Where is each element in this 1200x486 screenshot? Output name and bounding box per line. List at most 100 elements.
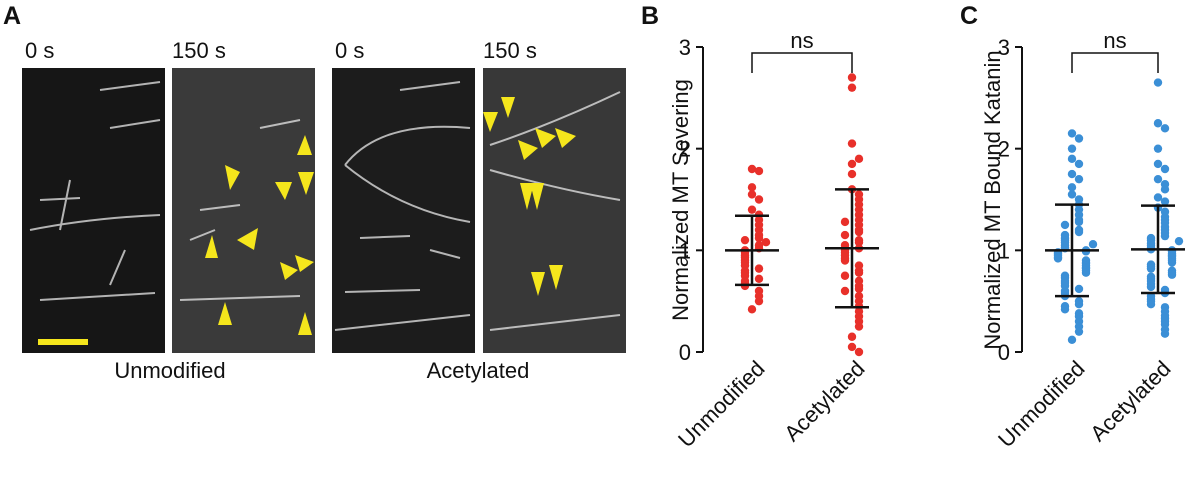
- data-point: [1160, 185, 1170, 194]
- y-tick-label: 1: [679, 238, 691, 263]
- data-point: [1153, 119, 1163, 128]
- data-point: [1067, 335, 1077, 344]
- data-point: [1067, 169, 1077, 179]
- data-point: [840, 286, 850, 296]
- data-point: [847, 342, 857, 352]
- data-point: [847, 332, 857, 341]
- time-label: 150 s: [483, 38, 537, 63]
- data-point: [1074, 174, 1084, 184]
- panel-label: B: [641, 2, 659, 30]
- data-point: [747, 183, 757, 192]
- significance-label: ns: [1103, 28, 1126, 53]
- time-label: 0 s: [335, 38, 364, 63]
- data-point: [1060, 305, 1070, 314]
- data-point: [1088, 240, 1098, 249]
- data-point: [754, 195, 764, 204]
- data-point: [1160, 231, 1170, 241]
- significance-bracket: [751, 52, 853, 73]
- data-point: [840, 256, 850, 265]
- micrograph: [332, 68, 475, 353]
- scale-bar: [38, 339, 88, 345]
- x-tick-label: Acetylated: [1085, 356, 1175, 446]
- data-point: [1153, 144, 1163, 153]
- x-tick-label: Acetylated: [779, 356, 869, 446]
- data-point: [1074, 327, 1084, 336]
- significance-bracket: [1071, 52, 1159, 73]
- data-point: [1160, 164, 1170, 174]
- data-point: [1074, 217, 1084, 227]
- data-point: [740, 235, 750, 245]
- condition-label: Acetylated: [427, 358, 530, 383]
- data-point: [761, 238, 771, 247]
- micrograph: [172, 68, 315, 353]
- data-point: [1067, 154, 1077, 164]
- data-point: [854, 322, 864, 331]
- data-point: [1067, 190, 1077, 199]
- data-point: [840, 217, 850, 227]
- y-tick-label: 1: [998, 238, 1010, 263]
- data-point: [847, 169, 857, 179]
- data-point: [747, 190, 757, 199]
- data-point: [854, 154, 864, 164]
- data-point: [754, 166, 764, 176]
- data-point: [847, 139, 857, 148]
- data-point: [840, 230, 850, 240]
- data-point: [754, 274, 764, 283]
- data-point: [1074, 134, 1084, 143]
- data-point: [754, 296, 764, 306]
- data-point: [1067, 144, 1077, 153]
- y-tick-label: 0: [998, 340, 1010, 365]
- data-point: [1160, 124, 1170, 133]
- y-tick-label: 3: [998, 35, 1010, 60]
- data-point: [1153, 78, 1163, 87]
- x-tick-label: Unmodified: [993, 356, 1089, 452]
- y-tick-label: 0: [679, 340, 691, 365]
- data-point: [854, 268, 864, 277]
- data-point: [847, 83, 857, 92]
- data-point: [1074, 159, 1084, 169]
- data-point: [1167, 270, 1177, 279]
- data-point: [1153, 159, 1163, 169]
- data-point: [1053, 254, 1063, 263]
- time-label: 0 s: [25, 38, 54, 63]
- data-point: [1174, 236, 1184, 246]
- y-axis-label: Normalized MT Severing: [668, 79, 693, 321]
- panel-label: C: [960, 2, 978, 30]
- data-point: [854, 227, 864, 237]
- condition-label: Unmodified: [114, 358, 225, 383]
- micrograph: [22, 68, 165, 353]
- micrograph: [483, 68, 626, 353]
- data-point: [847, 159, 857, 169]
- data-point: [1160, 329, 1170, 338]
- data-point: [1074, 300, 1084, 309]
- data-point: [1146, 282, 1156, 292]
- data-point: [847, 73, 857, 82]
- data-point: [1060, 220, 1070, 230]
- panel-label: A: [3, 2, 21, 30]
- y-tick-label: 2: [998, 137, 1010, 162]
- data-point: [854, 347, 864, 357]
- data-point: [840, 271, 850, 280]
- y-axis-label: Normalized MT Bound Katanin: [980, 50, 1005, 349]
- data-point: [1067, 183, 1077, 192]
- data-point: [854, 284, 864, 294]
- data-point: [1160, 197, 1170, 206]
- data-point: [1146, 264, 1156, 273]
- y-tick-label: 3: [679, 35, 691, 60]
- x-tick-label: Unmodified: [673, 356, 769, 452]
- data-point: [1067, 129, 1077, 138]
- data-point: [1167, 258, 1177, 267]
- data-point: [754, 264, 764, 273]
- time-label: 150 s: [172, 38, 226, 63]
- data-point: [1074, 227, 1084, 237]
- data-point: [754, 233, 764, 243]
- data-point: [854, 238, 864, 247]
- data-point: [1153, 174, 1163, 184]
- data-point: [747, 305, 757, 314]
- data-point: [1153, 193, 1163, 202]
- data-point: [1074, 284, 1084, 294]
- data-point: [1146, 300, 1156, 309]
- data-point: [747, 164, 757, 174]
- data-point: [747, 205, 757, 214]
